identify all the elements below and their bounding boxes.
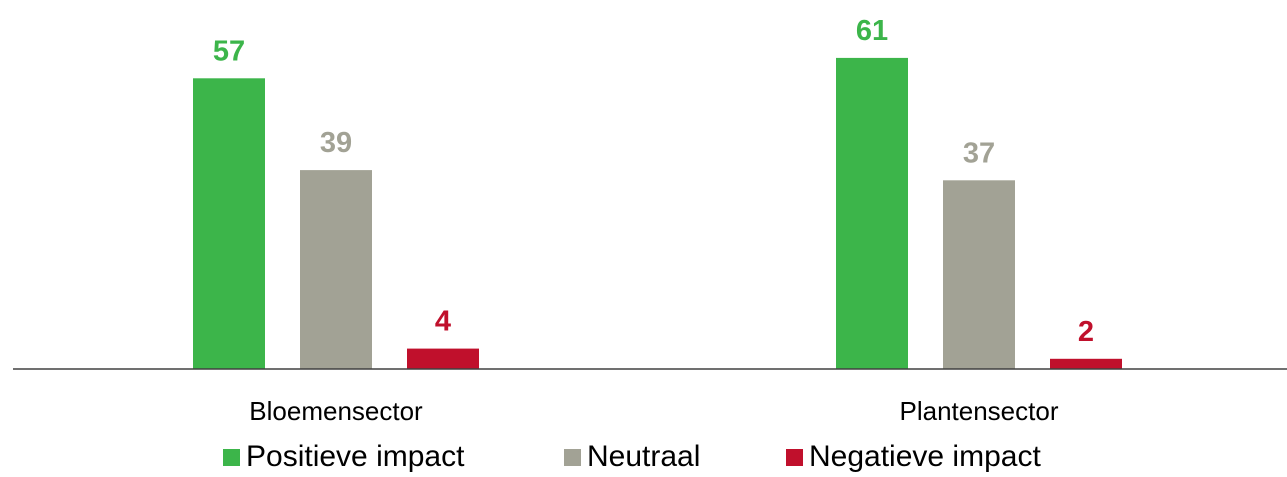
bar-bloemensector-positieve-impact bbox=[193, 78, 265, 370]
legend-swatch-positive bbox=[223, 448, 240, 466]
data-label-plantensector-neutraal: 37 bbox=[963, 137, 995, 169]
legend-label-neutral: Neutraal bbox=[587, 440, 701, 473]
legend-swatch-negative bbox=[786, 448, 803, 466]
legend-item-neutral: Neutraal bbox=[564, 440, 700, 474]
legend-label-positive: Positieve impact bbox=[246, 440, 465, 473]
x-tick-label-plantensector: Plantensector bbox=[900, 396, 1059, 426]
bar-bloemensector-negatieve-impact bbox=[407, 348, 479, 369]
data-label-bloemensector-negatieve-impact: 4 bbox=[435, 306, 451, 338]
data-label-bloemensector-positieve-impact: 57 bbox=[213, 35, 245, 67]
data-label-plantensector-negatieve-impact: 2 bbox=[1078, 316, 1094, 348]
bar-bloemensector-neutraal bbox=[300, 170, 372, 369]
labels-group: 57 39 4 Bloemensector 61 37 2 Plantensector bbox=[213, 15, 1094, 426]
legend-item-positive: Positieve impact bbox=[223, 440, 464, 474]
bar-plantensector-neutraal bbox=[943, 180, 1015, 369]
legend: Positieve impact Neutraal Negatieve impa… bbox=[0, 440, 1287, 474]
bar-chart-plot: 57 39 4 Bloemensector 61 37 2 Plantensector bbox=[13, 15, 1287, 426]
data-label-bloemensector-neutraal: 39 bbox=[320, 127, 352, 159]
legend-item-negative: Negatieve impact bbox=[786, 440, 1041, 474]
bar-plantensector-negatieve-impact bbox=[1050, 358, 1122, 369]
legend-swatch-neutral bbox=[564, 448, 581, 466]
bars-group bbox=[193, 57, 1122, 370]
data-label-plantensector-positieve-impact: 61 bbox=[856, 15, 888, 47]
legend-label-negative: Negatieve impact bbox=[809, 440, 1041, 473]
x-tick-label-bloemensector: Bloemensector bbox=[249, 396, 423, 426]
bar-plantensector-positieve-impact bbox=[836, 57, 908, 370]
